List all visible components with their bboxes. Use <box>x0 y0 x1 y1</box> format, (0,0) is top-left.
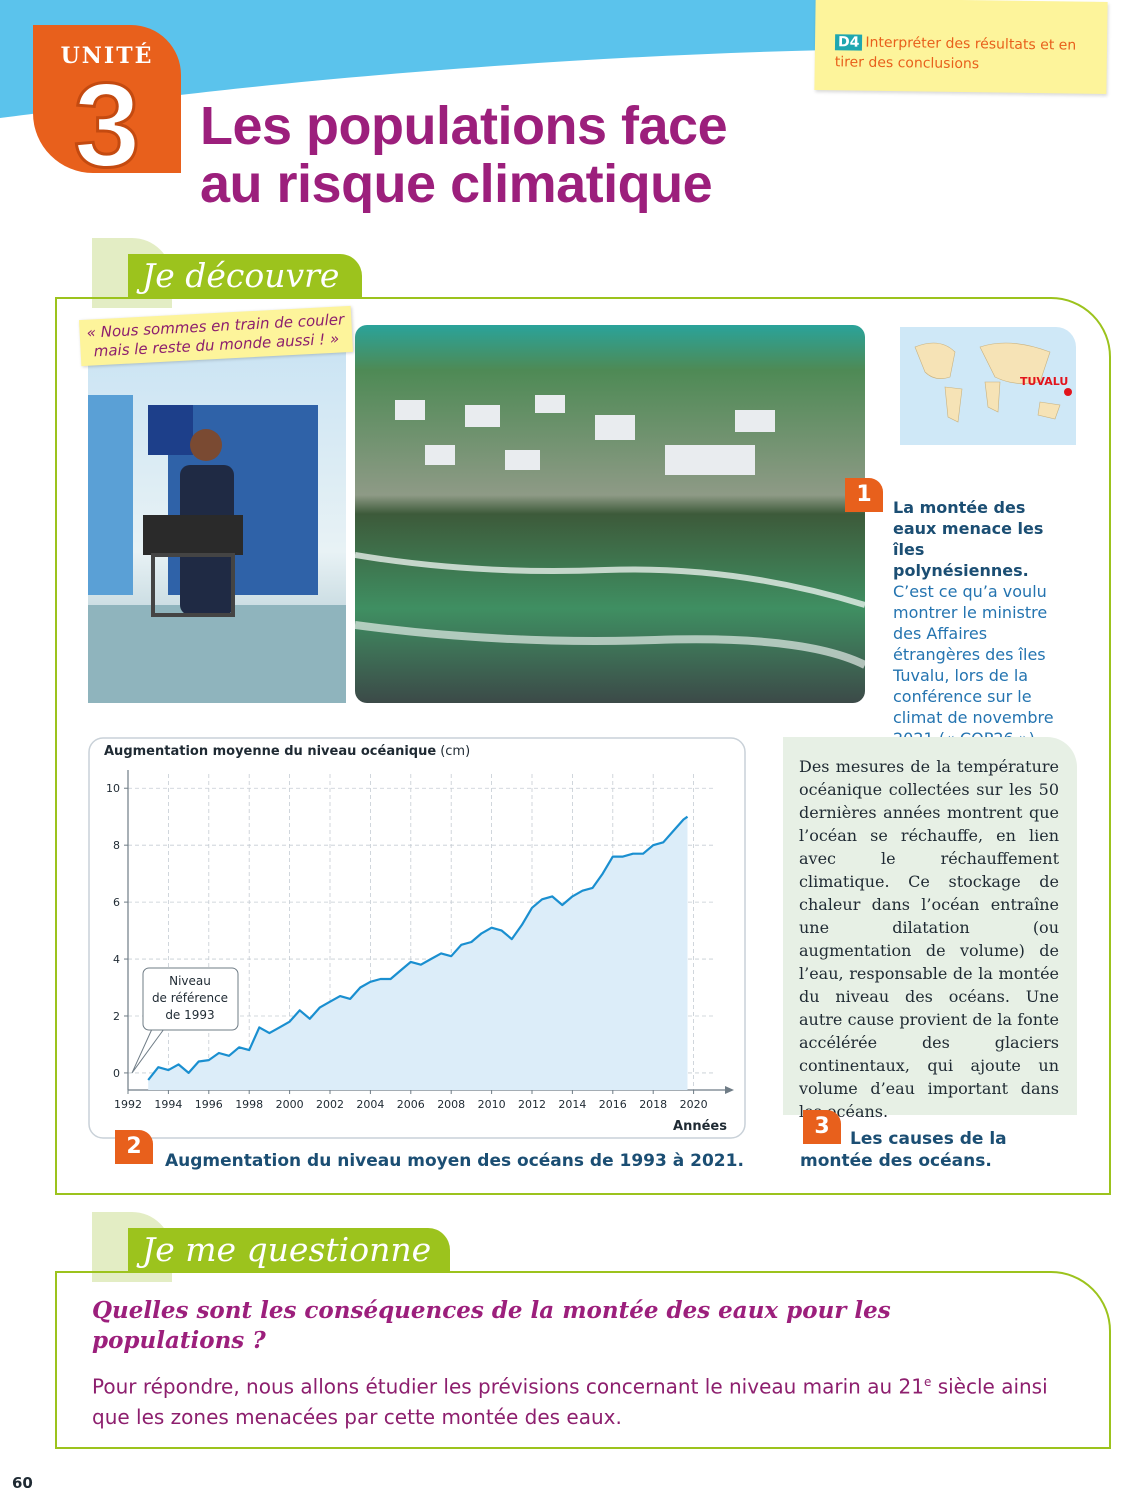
podium <box>143 515 243 555</box>
map-label: TUVALU <box>1020 375 1069 388</box>
photo-minister <box>88 325 346 703</box>
x-tick-label: 2004 <box>356 1098 384 1111</box>
sea <box>88 605 346 703</box>
page-number: 60 <box>12 1474 33 1492</box>
caption-text: C’est ce qu’a voulu montrer le ministre … <box>893 582 1054 748</box>
line <box>147 815 689 1081</box>
person-head <box>190 429 222 461</box>
chart: Augmentation moyenne du niveau océanique… <box>88 737 746 1139</box>
map-land <box>914 342 1072 423</box>
question-box <box>55 1271 1111 1449</box>
y-tick-label: 4 <box>113 953 120 966</box>
annotation-line: de 1993 <box>165 1008 214 1022</box>
house <box>535 395 565 413</box>
area <box>148 816 688 1090</box>
y-label-text: Augmentation moyenne du niveau océanique <box>104 744 436 759</box>
house <box>595 415 635 440</box>
x-tick-label: 2012 <box>518 1098 546 1111</box>
unit-number: 3 <box>72 58 142 192</box>
x-tick-label: 1998 <box>235 1098 263 1111</box>
photo-aerial <box>355 325 865 703</box>
annotation-line: Niveau <box>169 974 211 988</box>
discover-box <box>55 297 1111 1195</box>
y-tick-label: 2 <box>113 1010 120 1023</box>
question-text: Quelles sont les conséquences de la mont… <box>92 1297 891 1354</box>
annotation: Niveau de référence de 1993 <box>131 967 239 1074</box>
unit-label: UNITÉ <box>60 43 154 69</box>
doc2-caption: Augmentation du niveau moyen des océans … <box>165 1151 744 1171</box>
y-tick-label: 10 <box>106 782 120 795</box>
x-axis-label: Années <box>673 1119 727 1134</box>
section-heading: Je découvre <box>128 254 362 298</box>
x-tick-label: 2014 <box>558 1098 586 1111</box>
y-unit: (cm) <box>440 744 470 759</box>
skill-label: Interpréter des résultats et en tirer de… <box>834 34 1077 73</box>
houses <box>395 395 775 475</box>
callout-pointer <box>131 1028 165 1074</box>
continents <box>914 342 1061 423</box>
header-band <box>0 0 830 118</box>
skill-badge: D4 <box>834 34 863 51</box>
house <box>735 410 775 432</box>
doc1-caption: La montée des eaux menace les îles polyn… <box>893 497 1065 749</box>
house <box>505 450 540 470</box>
x-tick-label: 1992 <box>114 1098 142 1111</box>
house <box>395 400 425 420</box>
skill-text: D4 Interpréter des résultats et en tirer … <box>835 32 1104 76</box>
house <box>425 445 455 465</box>
doc3-box: Des mesures de la température océanique … <box>783 737 1077 1121</box>
unit-badge: UNITÉ 3 <box>33 25 181 187</box>
answer-sup: e <box>923 1375 932 1389</box>
wave <box>355 552 865 608</box>
annotation-line: de référence <box>152 991 228 1005</box>
locator-map: TUVALU <box>900 327 1076 445</box>
x-tick-label: 1994 <box>154 1098 182 1111</box>
flag <box>148 405 193 455</box>
wave <box>355 621 865 669</box>
callout-box <box>142 967 239 1031</box>
flag <box>88 395 133 595</box>
x-tick-label: 2020 <box>680 1098 708 1111</box>
house <box>665 445 755 475</box>
doc-number: 1 <box>845 478 883 512</box>
x-tick-label: 2002 <box>316 1098 344 1111</box>
x-tick-label: 2006 <box>397 1098 425 1111</box>
podium-legs <box>151 553 235 617</box>
y-tick-label: 6 <box>113 896 120 909</box>
title-line: Les populations face <box>200 96 728 156</box>
house <box>465 405 500 427</box>
answer-part: siècle ainsi que les zones menacées par … <box>92 1374 1048 1429</box>
doc-number: 3 <box>803 1110 841 1144</box>
sky-shape <box>0 0 830 118</box>
skill-note: D4 Interpréter des résultats et en tirer … <box>814 0 1108 95</box>
caption-title: La montée des eaux menace les îles polyn… <box>893 498 1044 580</box>
x-tick-label: 2018 <box>639 1098 667 1111</box>
y-tick-label: 8 <box>113 839 120 852</box>
x-axis-arrow <box>725 1086 734 1094</box>
x-tick-label: 1996 <box>195 1098 223 1111</box>
x-tick-label: 2016 <box>599 1098 627 1111</box>
title-line: au risque climatique <box>200 154 713 214</box>
section-heading: Je me questionne <box>128 1228 450 1272</box>
doc-number: 2 <box>115 1130 153 1164</box>
doc3-caption: Les causes de la montée des océans. <box>800 1129 1007 1171</box>
map-dot <box>1064 388 1072 396</box>
y-tick-label: 0 <box>113 1067 120 1080</box>
x-tick-label: 2000 <box>276 1098 304 1111</box>
answer-part: Pour répondre, nous allons étudier les p… <box>92 1374 924 1399</box>
y-axis-label: Augmentation moyenne du niveau océanique… <box>104 744 470 759</box>
x-tick-label: 2010 <box>478 1098 506 1111</box>
doc3-text: Des mesures de la température océanique … <box>799 757 1059 1121</box>
x-tick-label: 2008 <box>437 1098 465 1111</box>
answer-text: Pour répondre, nous allons étudier les p… <box>92 1367 1072 1432</box>
